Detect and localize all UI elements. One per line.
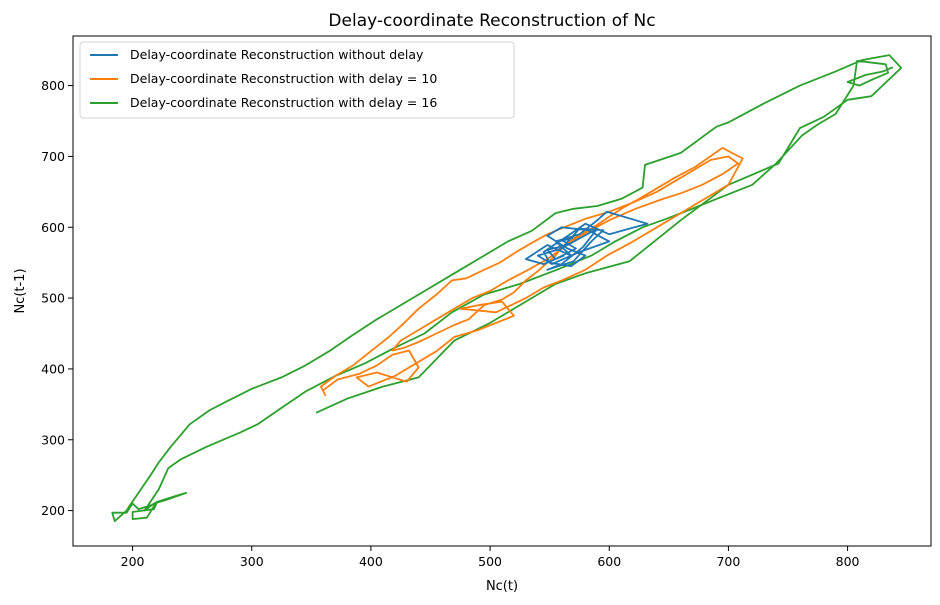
y-tick-label: 500 <box>41 291 65 306</box>
y-tick-label: 700 <box>41 149 65 164</box>
x-axis-label: Nc(t) <box>486 579 518 594</box>
legend-label-no-delay: Delay-coordinate Reconstruction without … <box>130 47 424 62</box>
y-tick-label: 200 <box>41 503 65 518</box>
x-tick-label: 700 <box>716 554 740 569</box>
x-tick-label: 500 <box>478 554 502 569</box>
y-tick-label: 300 <box>41 432 65 447</box>
plot-frame <box>72 35 932 547</box>
plot-area <box>111 54 903 523</box>
x-tick-label: 300 <box>240 554 264 569</box>
x-tick-label: 800 <box>836 554 860 569</box>
y-tick-label: 600 <box>41 220 65 235</box>
x-axis: 200 300 400 500 600 700 800 <box>121 546 860 569</box>
x-tick-label: 600 <box>597 554 621 569</box>
series-delay-10-line <box>319 146 744 397</box>
y-axis: 200 300 400 500 600 700 800 <box>41 78 73 518</box>
legend: Delay-coordinate Reconstruction without … <box>79 41 515 119</box>
x-tick-label: 400 <box>359 554 383 569</box>
x-tick-label: 200 <box>121 554 145 569</box>
legend-frame <box>79 41 515 119</box>
y-tick-label: 800 <box>41 78 65 93</box>
y-tick-label: 400 <box>41 361 65 376</box>
legend-label-delay-10: Delay-coordinate Reconstruction with del… <box>130 71 437 86</box>
series-delay-16-line <box>111 54 903 523</box>
legend-label-delay-16: Delay-coordinate Reconstruction with del… <box>130 95 437 110</box>
y-axis-label: Nc(t-1) <box>13 268 28 313</box>
chart-title: Delay-coordinate Reconstruction of Nc <box>328 11 655 31</box>
series-no-delay-line <box>524 210 649 271</box>
